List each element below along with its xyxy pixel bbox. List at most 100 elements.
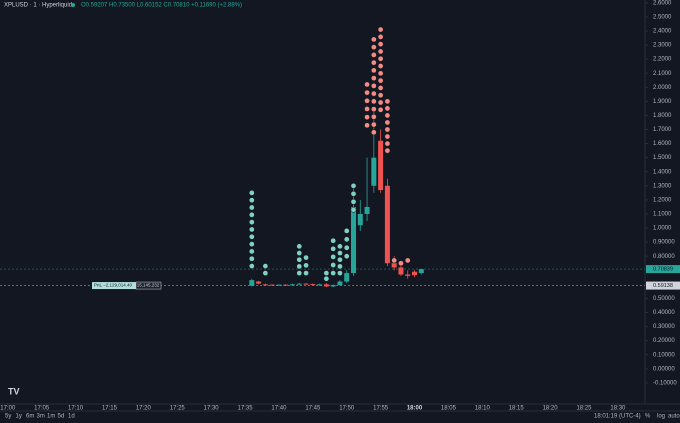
y-tick-label: 0.40000 <box>653 310 675 316</box>
logo: TV <box>8 386 20 396</box>
x-tick-label: 17:30 <box>204 406 220 412</box>
dot <box>350 190 357 197</box>
candle-body <box>317 284 323 286</box>
range-button[interactable]: 3m <box>37 414 45 420</box>
dot <box>370 98 377 105</box>
dot-column <box>404 257 411 264</box>
dot <box>364 106 370 112</box>
dot-column <box>337 243 343 276</box>
option-button[interactable]: % <box>645 414 651 420</box>
dot <box>377 106 384 113</box>
dot-column <box>364 81 370 129</box>
dot <box>248 197 255 204</box>
y-tick-label: 0.90000 <box>653 240 675 246</box>
range-button[interactable]: 5y <box>5 414 11 420</box>
dot <box>330 270 337 276</box>
x-tick-label: 17:10 <box>68 406 84 412</box>
y-tick-label: 2.2000 <box>653 57 672 63</box>
position-box <box>92 282 136 290</box>
dot <box>377 77 384 84</box>
candle-body <box>412 271 418 276</box>
range-button[interactable]: 1y <box>16 414 22 420</box>
x-tick-label: 17:50 <box>339 406 355 412</box>
dot <box>370 90 377 97</box>
candle-body <box>357 213 363 226</box>
dot <box>296 256 303 263</box>
dot-column <box>343 228 350 260</box>
range-button[interactable]: 1m <box>47 414 55 420</box>
y-tick-label: 0.30000 <box>653 324 675 330</box>
dot <box>384 147 391 154</box>
x-tick-label: 17:05 <box>34 406 50 412</box>
dot-column <box>391 257 398 264</box>
x-tick-label: 17:00 <box>0 406 16 412</box>
dot <box>303 254 309 261</box>
dot <box>248 263 255 269</box>
y-tick-label: 1.9000 <box>653 99 672 105</box>
dot <box>337 263 343 270</box>
dot <box>330 245 337 252</box>
dot <box>350 198 357 205</box>
x-tick-label: 17:20 <box>136 406 152 412</box>
y-tick-label: 0.80000 <box>653 254 675 260</box>
candle-body <box>276 284 282 286</box>
dot <box>296 263 303 270</box>
dot-column <box>303 254 309 276</box>
range-button[interactable]: 5d <box>58 414 65 420</box>
option-button[interactable]: log <box>657 414 665 420</box>
dot-column <box>248 190 255 269</box>
y-tick-label: 1.4000 <box>653 169 672 175</box>
dot-column <box>296 243 303 276</box>
dot <box>377 41 384 47</box>
dot <box>364 97 370 104</box>
dot <box>377 92 384 99</box>
dot-column <box>350 182 357 213</box>
dot <box>248 255 255 262</box>
dot <box>248 248 255 255</box>
candle-body <box>323 284 329 287</box>
y-tick-label: 1.2000 <box>653 197 672 203</box>
x-tick-label: 17:40 <box>271 406 287 412</box>
candle-body <box>269 284 275 286</box>
dot <box>303 270 309 276</box>
dot <box>337 250 343 256</box>
dot <box>377 55 384 62</box>
candle-body <box>337 281 343 286</box>
option-button[interactable]: auto <box>668 414 680 420</box>
x-tick-label: 18:00 <box>407 406 423 412</box>
range-button[interactable]: 6m <box>26 414 34 420</box>
y-tick-label: 0.00000 <box>653 366 675 372</box>
dot <box>370 36 377 43</box>
x-tick-label: 18:05 <box>441 406 457 412</box>
ohlc: O0.59207 H0.73500 L0.60152 C0.70810 +0.1… <box>81 3 242 9</box>
dot <box>330 254 337 260</box>
dot <box>248 226 255 233</box>
range-button[interactable]: 1d <box>68 414 75 420</box>
dot <box>370 59 377 66</box>
dot <box>398 260 404 267</box>
y-tick-label: 0.10000 <box>653 352 675 358</box>
dot <box>330 237 337 244</box>
candle-body <box>418 269 424 274</box>
dot <box>343 236 350 243</box>
x-tick-label: 17:35 <box>238 406 254 412</box>
y-tick-label: 2.1000 <box>653 71 672 77</box>
candle-body <box>351 206 357 274</box>
dot <box>377 85 384 91</box>
dot <box>384 98 391 105</box>
dot <box>364 122 370 129</box>
candle-body <box>398 267 404 275</box>
dot <box>370 106 377 112</box>
x-tick-label: 17:25 <box>170 406 186 412</box>
x-tick-label: 17:55 <box>373 406 389 412</box>
dot-column <box>370 36 377 136</box>
y-tick-label: 2.5000 <box>653 14 672 20</box>
x-tick-label: 18:25 <box>576 406 592 412</box>
y-tick-label: 2.3000 <box>653 43 672 49</box>
price-label-box <box>646 281 680 290</box>
price-label: 0.59138 <box>653 283 673 289</box>
candle-body <box>364 206 370 214</box>
dot <box>370 121 377 128</box>
y-tick-label: 0.20000 <box>653 338 675 344</box>
status-dot <box>71 3 75 7</box>
